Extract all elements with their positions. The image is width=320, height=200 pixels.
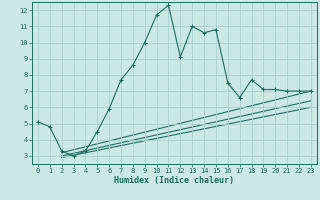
X-axis label: Humidex (Indice chaleur): Humidex (Indice chaleur) — [115, 176, 234, 185]
